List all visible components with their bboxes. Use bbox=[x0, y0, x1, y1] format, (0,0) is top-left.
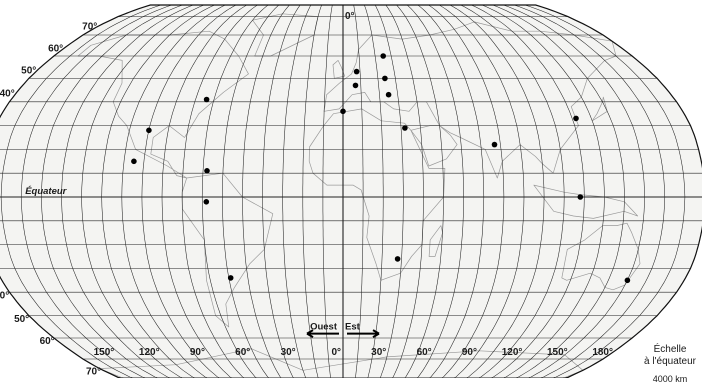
city-point bbox=[385, 91, 392, 98]
equator-label: Équateur bbox=[25, 186, 67, 197]
longitude-label: 150° bbox=[547, 347, 568, 358]
europe-asia-outline bbox=[323, 21, 617, 179]
longitude-label: 60° bbox=[235, 347, 250, 358]
city-point bbox=[203, 96, 210, 103]
city-point bbox=[382, 75, 388, 82]
city-point bbox=[402, 125, 408, 131]
city-point bbox=[624, 277, 631, 284]
city-point bbox=[394, 256, 401, 262]
city-point bbox=[491, 141, 498, 148]
city-point bbox=[380, 53, 387, 59]
scale-distance: 4000 km bbox=[652, 374, 688, 384]
south-america-outline bbox=[181, 172, 274, 328]
east-arrow-icon bbox=[347, 329, 380, 338]
city-point bbox=[573, 115, 579, 122]
city-point bbox=[352, 82, 359, 89]
city-points bbox=[131, 53, 631, 284]
map-labels: 70°60°50°40°30°20°10°0°10°20°30°40°50°60… bbox=[0, 4, 702, 378]
city-point bbox=[577, 194, 584, 200]
latitude-label: 70° bbox=[86, 366, 101, 377]
longitude-label: 150° bbox=[94, 347, 115, 358]
city-point bbox=[146, 127, 152, 134]
latitude-label: 60° bbox=[48, 43, 63, 54]
city-point bbox=[131, 158, 137, 165]
scale-label-line2: à l'équateur bbox=[644, 356, 696, 367]
scale-legend: Échelle à l'équateur 4000 km bbox=[644, 344, 696, 385]
latitude-label: 50° bbox=[21, 65, 36, 76]
longitude-label: 30° bbox=[281, 347, 296, 358]
longitude-label-top: 0° bbox=[345, 11, 355, 22]
longitude-label: 90° bbox=[190, 347, 205, 358]
west-label: Ouest bbox=[310, 322, 338, 333]
indonesia-outline bbox=[533, 184, 639, 219]
longitude-label: 0° bbox=[331, 347, 341, 358]
longitude-label: 60° bbox=[417, 347, 432, 358]
scale-label-line1: Échelle bbox=[653, 344, 687, 355]
greenland-outline bbox=[252, 13, 319, 57]
longitude-label: 30° bbox=[371, 347, 386, 358]
latitude-label: 50° bbox=[14, 314, 29, 325]
map-frame-outline bbox=[0, 4, 702, 378]
japan-outline bbox=[591, 96, 608, 122]
city-point bbox=[340, 108, 346, 115]
city-point bbox=[204, 168, 210, 174]
latitude-label: 70° bbox=[82, 21, 97, 32]
latitude-label: 40° bbox=[0, 291, 9, 302]
africa-outline bbox=[308, 108, 446, 281]
longitude-label: 180° bbox=[592, 347, 613, 358]
longitude-label: 120° bbox=[502, 347, 523, 358]
longitude-label: 120° bbox=[139, 347, 160, 358]
north-america-outline bbox=[77, 30, 249, 179]
australia-outline bbox=[561, 222, 641, 291]
city-point bbox=[227, 275, 234, 281]
east-label: Est bbox=[345, 322, 361, 333]
latitude-label: 60° bbox=[40, 336, 55, 347]
direction-indicator: Ouest Est bbox=[306, 322, 380, 338]
city-point bbox=[203, 199, 210, 205]
latitude-label: 40° bbox=[0, 88, 15, 99]
longitude-label: 90° bbox=[462, 347, 477, 358]
madagascar-outline bbox=[428, 225, 443, 257]
city-point bbox=[353, 68, 360, 75]
west-arrow-icon bbox=[306, 329, 339, 338]
